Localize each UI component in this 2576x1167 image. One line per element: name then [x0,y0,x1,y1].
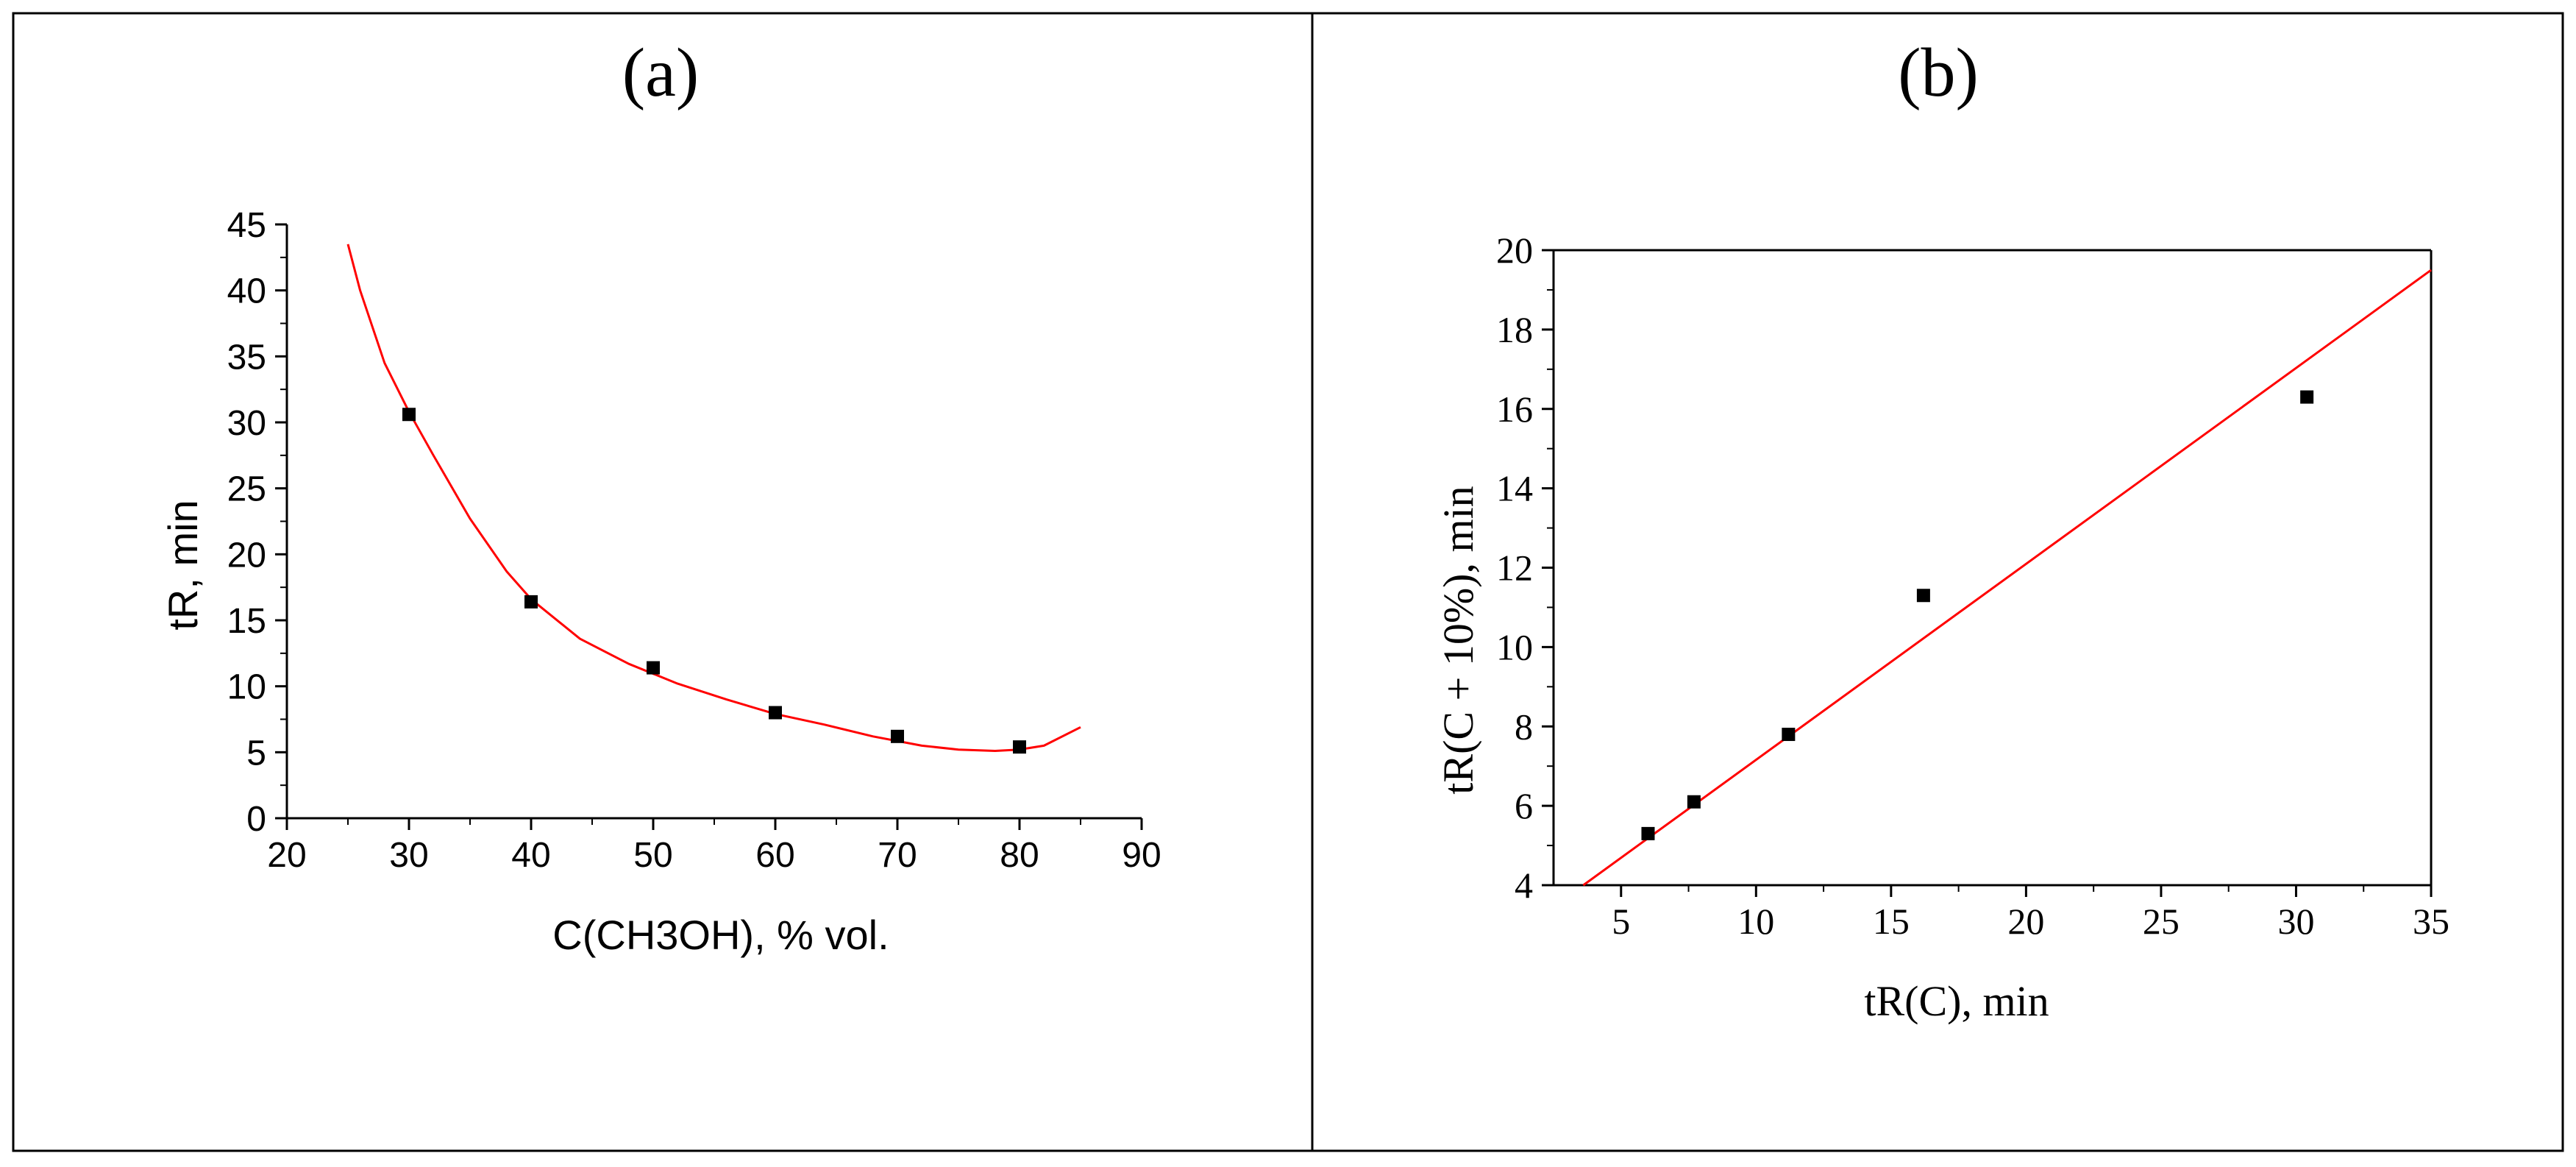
x-tick-label: 20 [267,836,306,875]
x-tick-label: 25 [2143,901,2180,942]
y-tick-label: 5 [246,734,266,773]
y-tick-label: 0 [246,800,266,839]
y-tick-label: 18 [1496,309,1533,350]
y-tick-label: 10 [1496,626,1533,667]
y-tick-label: 35 [227,338,266,377]
panel-a-axes: 20 30 40 50 60 70 80 90 0 5 10 15 20 25 30 35 40 45 [227,206,1161,875]
panel-a-x-axis-label: C(CH3OH), % vol. [552,912,889,958]
data-point [1687,795,1701,809]
x-tick-label: 30 [2277,901,2314,942]
y-tick-label: 45 [227,206,266,245]
x-tick-label: 40 [511,836,550,875]
data-point [402,408,416,422]
data-point [2300,390,2314,404]
y-tick-label: 4 [1515,865,1533,906]
panel-b-label: (b) [1898,35,1979,111]
x-tick-label: 20 [2007,901,2044,942]
data-point [769,706,782,720]
panel-a-y-axis-label: tR, min [160,500,206,630]
panel-b-fit-line [1582,269,2432,887]
x-tick-label: 50 [633,836,672,875]
y-tick-label: 14 [1496,468,1533,509]
x-tick-label: 15 [1873,901,1910,942]
panel-a: (a) 20 30 40 50 60 70 80 90 0 5 10 15 20 25 30 35 40 45 C… [160,35,1161,958]
y-tick-label: 20 [227,536,266,575]
data-point [1641,826,1655,840]
data-point [1013,740,1026,754]
data-point [1916,589,1930,603]
y-tick-label: 40 [227,272,266,311]
data-point [647,661,660,675]
x-tick-label: 90 [1122,836,1161,875]
y-tick-label: 10 [227,668,266,707]
x-tick-label: 60 [755,836,794,875]
y-tick-label: 6 [1515,785,1533,826]
x-tick-label: 10 [1737,901,1774,942]
x-tick-label: 35 [2413,901,2449,942]
y-tick-label: 12 [1496,547,1533,589]
x-tick-label: 30 [389,836,428,875]
panel-a-label: (a) [622,35,699,111]
panel-b-data-points [1641,390,2314,840]
fit-line [1582,269,2432,887]
y-tick-label: 16 [1496,389,1533,430]
x-tick-label: 5 [1612,901,1630,942]
x-tick-label: 70 [878,836,917,875]
y-tick-label: 15 [227,602,266,641]
data-point [1782,728,1796,742]
panel-a-fit-curve [346,244,1081,752]
panel-b-axes: 5 10 15 20 25 30 35 4 6 8 10 12 14 16 18 20 [1496,230,2449,942]
panel-b-x-axis-label: tR(C), min [1864,977,2049,1025]
y-tick-label: 8 [1515,706,1533,747]
y-tick-label: 20 [1496,230,1533,271]
y-tick-label: 25 [227,470,266,509]
fit-curve [346,244,1081,752]
panel-b-y-axis-label: tR(C + 10%), min [1434,486,1482,794]
x-tick-label: 80 [1000,836,1039,875]
panel-a-data-points [402,408,1026,754]
data-point [891,729,904,743]
y-tick-label: 30 [227,404,266,443]
figure-border [12,12,2564,1152]
panel-b: (b) 5 10 15 20 25 30 35 4 6 8 10 12 14 16 18 20 tR(C), … [1434,35,2449,1025]
data-point [524,595,538,609]
